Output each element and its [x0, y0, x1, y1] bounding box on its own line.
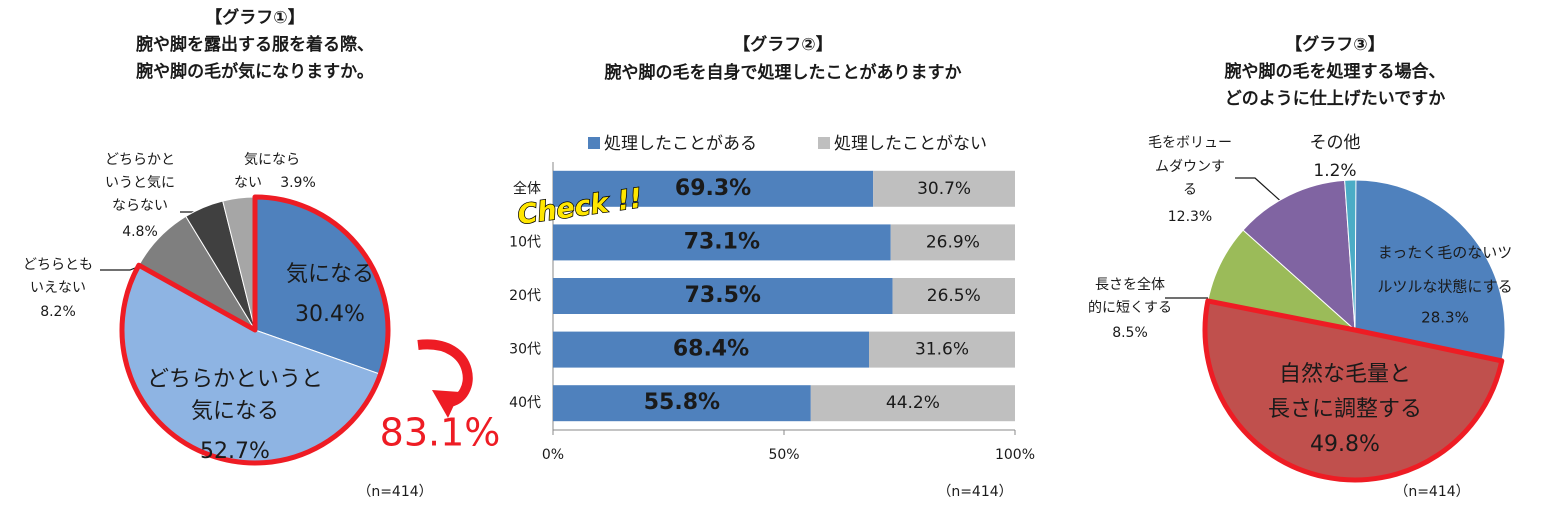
bar-value-label: 73.5% [685, 283, 761, 308]
slice-value-label: 30.4% [295, 302, 365, 327]
slice-value-label: 8.5% [1112, 325, 1148, 341]
annotation: 83.1% [380, 411, 501, 455]
slice-label: どちらとも [23, 257, 93, 273]
slice-value-label: 4.8% [122, 224, 158, 240]
pie-slice [1242, 179, 1356, 332]
slice-label: ルツルな状態にする [1377, 278, 1512, 296]
slice-label: どちらかというと [147, 367, 323, 392]
slice-value-label: 49.8% [1310, 432, 1380, 457]
chart-title: 腕や脚の毛が気になりますか。 [136, 61, 374, 82]
bar-segment [553, 278, 893, 314]
highlight-outline [1202, 298, 1505, 483]
y-tick-label: 30代 [509, 342, 541, 358]
x-tick-label: 0% [542, 447, 564, 463]
slice-label: ない [234, 175, 262, 191]
bar-segment [553, 331, 870, 368]
bar-value-label: 44.2% [886, 393, 940, 413]
slice-label: る [1183, 182, 1197, 198]
legend-label: 処理したことがある [604, 134, 757, 154]
bar-value-label: 69.3% [675, 176, 751, 201]
slice-label: 気になら [244, 152, 300, 168]
slice-label: どちらかと [105, 152, 175, 168]
bar-value-label: 31.6% [915, 340, 969, 360]
slice-label: いえない [30, 280, 86, 296]
slice-label: 的に短くする [1088, 300, 1172, 316]
slice-value-label: 3.9% [280, 175, 316, 191]
slice-label: 長さを全体 [1095, 276, 1165, 293]
chart-title: 腕や脚の毛を処理する場合、 [1225, 61, 1446, 82]
legend-label: 処理したことがない [834, 134, 987, 154]
leader-line [1235, 177, 1286, 206]
slice-label: 毛をボリュー [1148, 135, 1232, 151]
slice-label: 気になる [191, 399, 279, 424]
chart-title: 腕や脚の毛を自身で処理したことがありますか [605, 62, 962, 83]
bar-value-label: 68.4% [673, 337, 749, 362]
bar-segment [869, 331, 1015, 368]
y-tick-label: 10代 [509, 234, 541, 250]
sample-note: （n=414） [937, 484, 1012, 500]
highlight-outline [119, 194, 391, 466]
bar-segment [810, 385, 1015, 422]
slice-label: いうと気に [105, 175, 175, 191]
bar-segment [553, 170, 874, 207]
arrow-head [432, 390, 460, 418]
bar-value-label: 26.9% [926, 232, 980, 252]
arrow [417, 339, 473, 407]
slice-label: 長さに調整する [1268, 397, 1422, 422]
sample-note: （n=414） [1394, 484, 1469, 500]
chart-heading: 【グラフ②】 [733, 34, 832, 55]
legend-swatch [588, 137, 600, 149]
slice-value-label: 52.7% [200, 439, 270, 464]
slice-label: ならない [112, 198, 168, 214]
y-tick-label: 全体 [513, 180, 541, 197]
x-tick-label: 50% [768, 447, 799, 463]
slice-value-label: 28.3% [1421, 309, 1469, 327]
chart-title: 腕や脚を露出する服を着る際、 [136, 34, 374, 55]
bar-value-label: 73.1% [684, 229, 760, 254]
x-tick-label: 100% [995, 447, 1035, 463]
slice-label: 自然な毛量と [1279, 362, 1411, 387]
bar-segment [890, 224, 1015, 261]
chart-heading: 【グラフ①】 [205, 7, 304, 28]
bar-segment [553, 385, 811, 422]
slice-value-label: 8.2% [40, 304, 76, 320]
slice-value-label: 12.3% [1168, 209, 1212, 225]
y-tick-label: 20代 [509, 288, 541, 304]
slice-label: 気になる [286, 262, 374, 287]
slice-label: ムダウンす [1155, 159, 1225, 175]
bar-segment [553, 224, 891, 261]
bar-value-label: 30.7% [917, 179, 971, 199]
legend-swatch [818, 137, 830, 149]
bar-segment [873, 170, 1015, 207]
bar-value-label: 55.8% [644, 390, 720, 415]
pie-slice [1354, 179, 1506, 362]
y-tick-label: 40代 [509, 395, 541, 411]
pie-slice [1344, 179, 1357, 331]
slice-label: その他 [1310, 133, 1361, 153]
slice-value-label: 1.2% [1313, 161, 1356, 181]
bar-segment [892, 278, 1015, 314]
chart-heading: 【グラフ③】 [1285, 34, 1384, 55]
slice-label: まったく毛のないツ [1378, 244, 1512, 262]
bar-value-label: 26.5% [927, 286, 981, 306]
sample-note: （n=414） [357, 484, 432, 500]
chart-title: どのように仕上げたいですか [1225, 88, 1446, 109]
